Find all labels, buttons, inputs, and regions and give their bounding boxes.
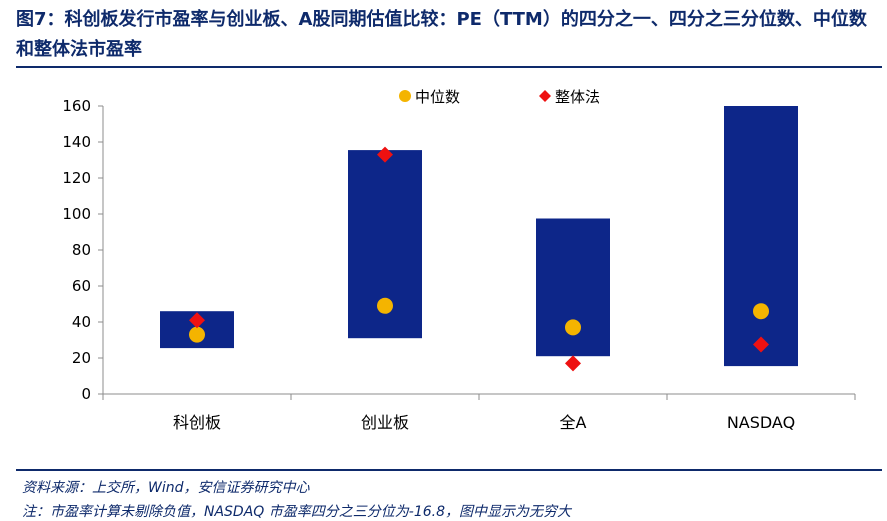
overall-point: [753, 336, 769, 353]
figure-title: 图7：科创板发行市盈率与创业板、A股同期估值比较：PE（TTM）的四分之一、四分…: [16, 9, 867, 60]
median-point: [189, 326, 205, 343]
y-tick-label: 140: [62, 133, 91, 151]
y-tick-label: 40: [72, 313, 91, 331]
y-tick-label: 160: [62, 97, 91, 115]
legend-median-label: 中位数: [415, 88, 460, 106]
median-point: [565, 319, 581, 336]
y-tick-label: 20: [72, 349, 91, 367]
y-tick-label: 0: [81, 385, 91, 403]
y-tick-label: 100: [62, 205, 91, 223]
median-markers: [189, 297, 769, 343]
chart-note: 注：市盈率计算未剔除负值，NASDAQ 市盈率四分之三分位为-16.8，图中显示…: [22, 504, 571, 520]
title-divider: [16, 66, 882, 68]
range-bar: [724, 106, 798, 367]
overall-markers: [189, 146, 769, 372]
y-tick-label: 80: [72, 241, 91, 259]
legend-overall-label: 整体法: [555, 88, 600, 106]
overall-point: [377, 146, 393, 163]
overall-point: [189, 312, 205, 329]
footer-divider: [16, 469, 882, 471]
x-tick-label: 全A: [560, 413, 587, 432]
overall-point: [565, 355, 581, 372]
legend-median-marker: [399, 90, 411, 102]
x-tick-label: NASDAQ: [727, 413, 795, 432]
x-tick-label: 创业板: [361, 413, 409, 432]
x-tick-label: 科创板: [173, 413, 221, 432]
legend: 中位数 整体法: [399, 88, 600, 106]
range-bar: [536, 218, 610, 357]
source-note: 资料来源：上交所，Wind，安信证券研究中心: [22, 480, 310, 496]
median-point: [753, 303, 769, 320]
median-point: [377, 297, 393, 314]
y-tick-label: 120: [62, 169, 91, 187]
y-tick-label: 60: [72, 277, 91, 295]
valuation-chart: 0 20 40 60 80 100 120 140 160 科创板 创业板 全A NASDAQ 中位数…: [62, 88, 856, 432]
legend-overall-marker: [539, 90, 551, 102]
y-ticks: 0 20 40 60 80 100 120 140 160: [62, 97, 103, 403]
range-bars: [160, 106, 798, 367]
x-ticks: 科创板 创业板 全A NASDAQ: [102, 394, 856, 432]
